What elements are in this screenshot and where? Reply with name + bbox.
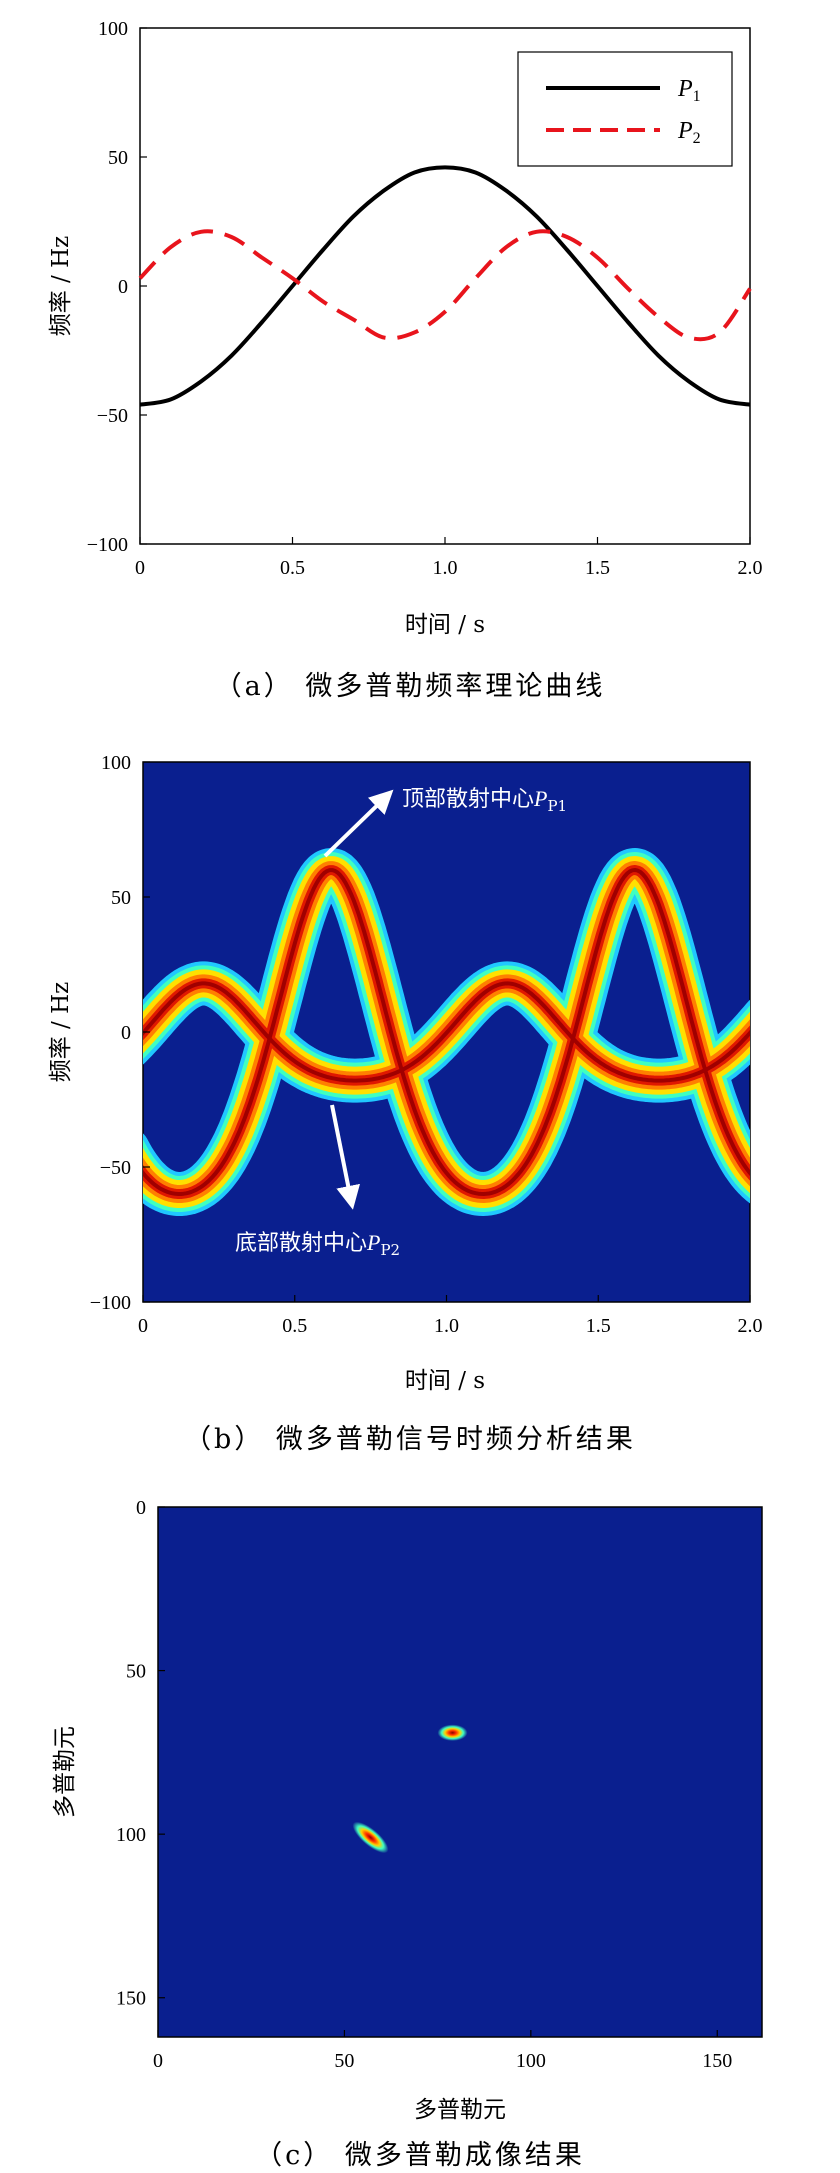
y-tick-label: 0 <box>136 1497 146 1519</box>
y-tick-label: 0 <box>121 1022 131 1044</box>
y-tick-label: 100 <box>101 752 131 774</box>
panel-a-xlabel: 时间 / s <box>405 612 485 638</box>
x-tick-label: 1.5 <box>586 1315 611 1337</box>
panel-c-ticks: 0 50 100 150 0 50 100 150 <box>116 1497 732 2072</box>
x-tick-label: 0.5 <box>282 1315 307 1337</box>
annotation-p2: 底部散射中心PP2 <box>235 1230 400 1259</box>
y-tick-label: −50 <box>97 405 128 427</box>
x-tick-label: 1.0 <box>433 557 458 579</box>
y-tick-label: 100 <box>116 1824 146 1846</box>
panel-a-lines <box>138 165 752 407</box>
panel-a-ylabel: 频率 / Hz <box>48 236 74 337</box>
legend-box <box>517 51 733 167</box>
image-spot-1 <box>437 1724 468 1741</box>
panel-b-xlabel: 时间 / s <box>405 1368 485 1394</box>
x-tick-label: 2.0 <box>738 557 763 579</box>
y-tick-label: 150 <box>116 1988 146 2010</box>
panel-a-caption: （a） 微多普勒频率理论曲线 <box>215 671 606 702</box>
annotation-arrow-p2 <box>330 1104 361 1210</box>
y-tick-label: 50 <box>111 887 131 909</box>
x-tick-label: 0.5 <box>280 557 305 579</box>
panel-b-ticks: 0 0.5 1.0 1.5 2.0 100 50 0 −50 −100 <box>90 752 763 1337</box>
x-tick-label: 0 <box>153 2050 163 2072</box>
series-line-p1 <box>139 165 751 407</box>
panel-a-ticks: 0 0.5 1.0 1.5 2.0 100 50 0 −50 −100 <box>87 18 763 579</box>
y-tick-label: −100 <box>90 1292 131 1314</box>
panel-c-spots <box>352 1724 468 1854</box>
x-tick-label: 150 <box>702 2050 732 2072</box>
x-tick-label: 1.5 <box>585 557 610 579</box>
panel-b: 0 0.5 1.0 1.5 2.0 100 50 0 −50 −100 顶部散射中心PP1 底部散… <box>48 752 763 1455</box>
panel-b-ylabel: 频率 / Hz <box>48 982 74 1083</box>
panel-c-xlabel: 多普勒元 <box>414 2097 506 2123</box>
panel-b-tracks <box>143 848 750 1216</box>
x-tick-label: 1.0 <box>434 1315 459 1337</box>
x-tick-label: 50 <box>334 2050 354 2072</box>
annotation-p1: 顶部散射中心PP1 <box>402 786 567 815</box>
y-tick-label: 0 <box>118 276 128 298</box>
panel-c-axes-frame <box>157 1506 763 2038</box>
tf-track-p1 <box>143 868 750 1196</box>
y-tick-label: 50 <box>126 1661 146 1683</box>
x-tick-label: 100 <box>516 2050 546 2072</box>
panel-c: 0 50 100 150 0 50 100 150 多普勒元 多普勒元 （c） 微多普勒成像结… <box>52 1497 763 2171</box>
panel-c-ylabel: 多普勒元 <box>52 1726 78 1818</box>
y-tick-label: 100 <box>98 18 128 40</box>
series-line-p2 <box>138 229 752 342</box>
x-tick-label: 0 <box>135 557 145 579</box>
y-tick-label: 50 <box>108 147 128 169</box>
x-tick-label: 0 <box>138 1315 148 1337</box>
panel-b-caption: （b） 微多普勒信号时频分析结果 <box>184 1424 636 1455</box>
x-tick-label: 2.0 <box>738 1315 763 1337</box>
panel-a-legend: P1 P2 <box>517 51 733 167</box>
panel-c-caption: （c） 微多普勒成像结果 <box>255 2140 585 2171</box>
annotation-arrow-p1 <box>323 789 394 858</box>
image-spot-2 <box>352 1821 389 1854</box>
tf-track-p2 <box>143 981 750 1083</box>
y-tick-label: −50 <box>100 1157 131 1179</box>
y-tick-label: −100 <box>87 534 128 556</box>
